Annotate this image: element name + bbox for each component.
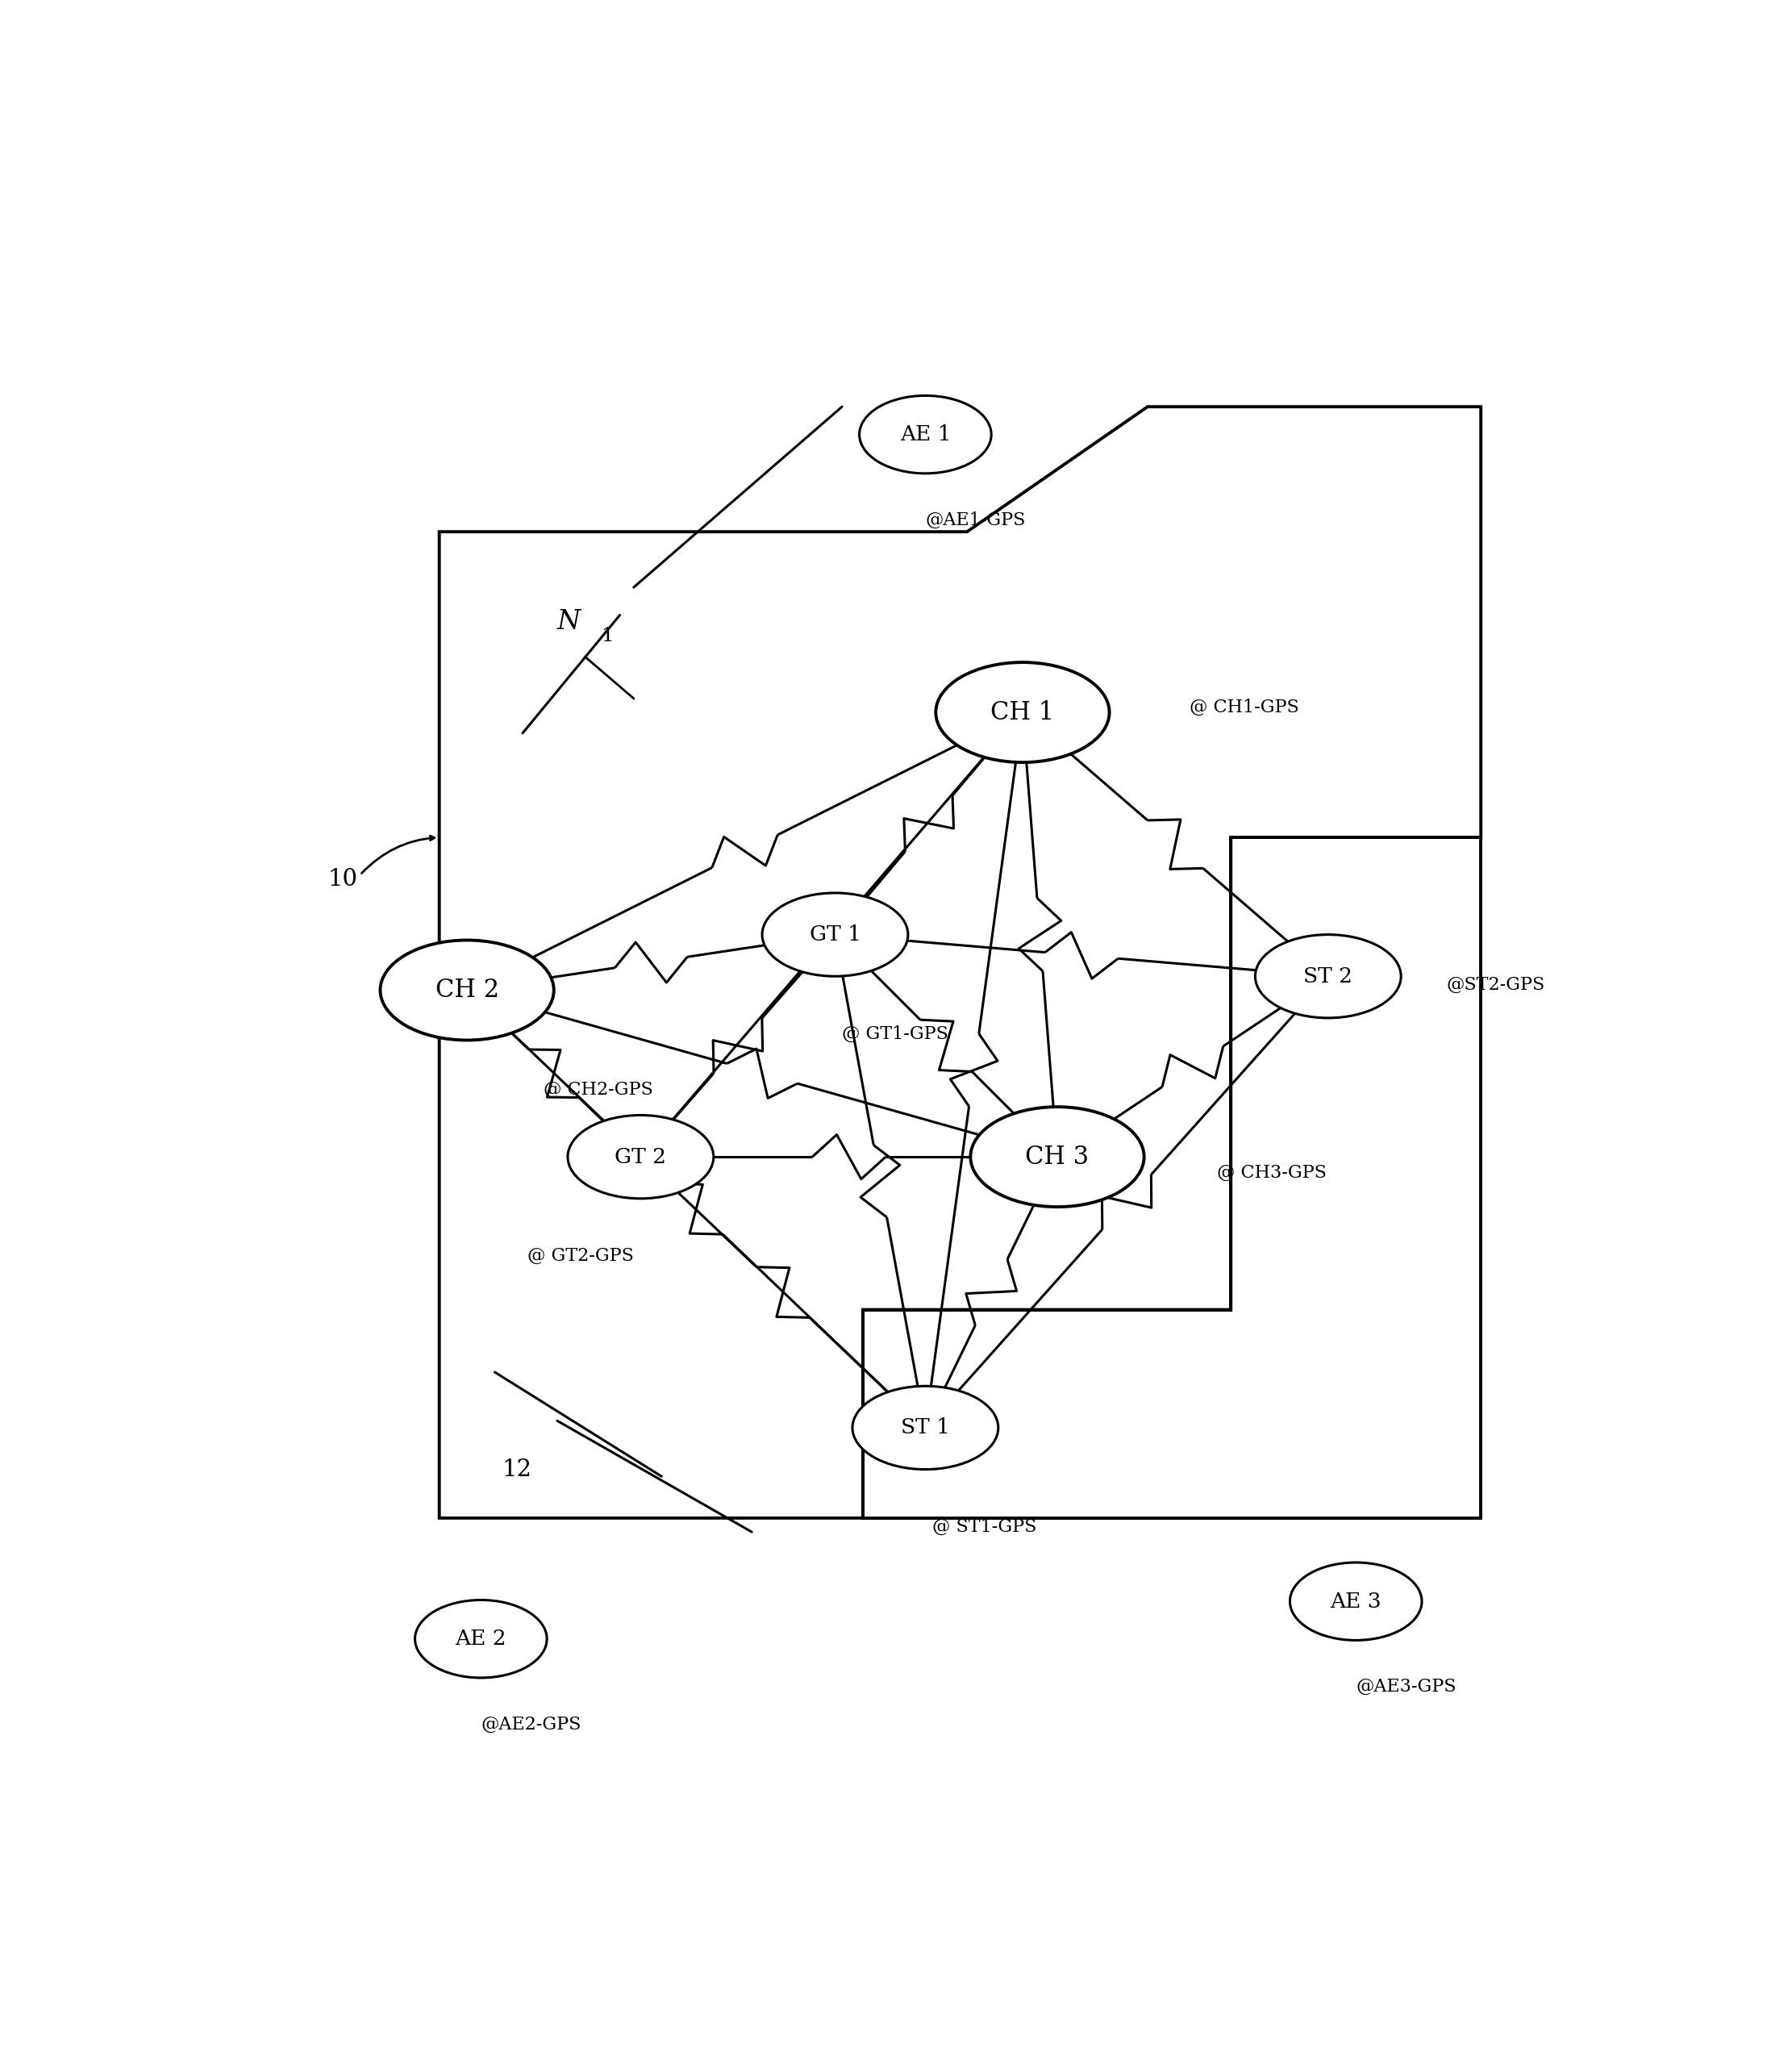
Text: ST 2: ST 2 — [1303, 967, 1353, 987]
Text: @ST2-GPS: @ST2-GPS — [1446, 977, 1545, 994]
Ellipse shape — [853, 1386, 998, 1469]
Ellipse shape — [762, 893, 909, 977]
Text: N: N — [557, 609, 581, 636]
Text: @ ST1-GPS: @ ST1-GPS — [932, 1518, 1036, 1537]
Text: @AE1-GPS: @AE1-GPS — [925, 510, 1025, 529]
Ellipse shape — [971, 1107, 1143, 1207]
Ellipse shape — [935, 662, 1109, 763]
Ellipse shape — [860, 395, 991, 473]
Text: GT 1: GT 1 — [810, 924, 860, 944]
Text: 1: 1 — [602, 627, 615, 646]
Text: CH 2: CH 2 — [435, 977, 498, 1002]
Ellipse shape — [380, 940, 554, 1041]
Text: @ CH1-GPS: @ CH1-GPS — [1190, 699, 1299, 716]
Text: @AE3-GPS: @AE3-GPS — [1357, 1679, 1457, 1695]
Text: AE 1: AE 1 — [900, 424, 952, 444]
Text: GT 2: GT 2 — [615, 1146, 667, 1166]
Text: AE 2: AE 2 — [455, 1629, 507, 1650]
Ellipse shape — [568, 1115, 713, 1199]
Text: 12: 12 — [502, 1458, 532, 1481]
Text: AE 3: AE 3 — [1330, 1592, 1382, 1611]
Text: CH 1: CH 1 — [991, 699, 1054, 724]
Text: 10: 10 — [328, 868, 358, 891]
Text: ST 1: ST 1 — [901, 1417, 950, 1438]
Text: @ GT1-GPS: @ GT1-GPS — [842, 1024, 948, 1043]
Text: @ CH2-GPS: @ CH2-GPS — [543, 1080, 652, 1098]
Text: CH 3: CH 3 — [1025, 1144, 1090, 1168]
Text: @AE2-GPS: @AE2-GPS — [480, 1716, 581, 1734]
Ellipse shape — [416, 1600, 547, 1679]
Text: @ CH3-GPS: @ CH3-GPS — [1217, 1164, 1326, 1181]
Ellipse shape — [1254, 934, 1401, 1018]
Text: @ GT2-GPS: @ GT2-GPS — [527, 1247, 634, 1265]
Ellipse shape — [1290, 1563, 1421, 1639]
